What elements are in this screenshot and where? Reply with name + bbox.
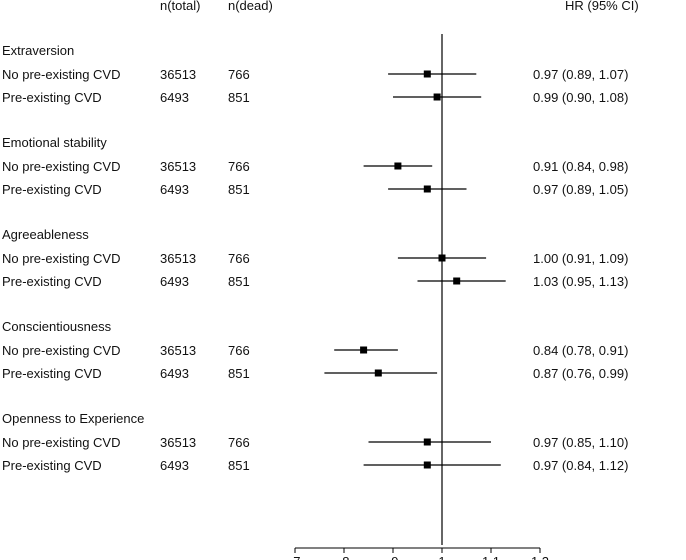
group-title: Agreeableness [2,227,89,242]
header-n-dead: n(dead) [228,0,273,13]
n-total-value: 6493 [160,458,189,473]
x-tick-label: .7 [290,554,301,560]
hr-ci-value: 1.03 (0.95, 1.13) [533,274,628,289]
n-dead-value: 766 [228,435,250,450]
x-tick-label: 1.2 [531,554,549,560]
hr-ci-value: 0.91 (0.84, 0.98) [533,159,628,174]
n-total-value: 36513 [160,67,196,82]
forest-rows: Extraversion No pre-existing CVD 36513 766 0… [2,43,628,473]
n-total-value: 36513 [160,343,196,358]
point-estimate [423,185,431,193]
hr-ci-value: 0.97 (0.84, 1.12) [533,458,628,473]
n-dead-value: 766 [228,67,250,82]
point-estimate [423,438,431,446]
header-n-total: n(total) [160,0,200,13]
n-total-value: 36513 [160,251,196,266]
row-label: No pre-existing CVD [2,67,121,82]
row-label: Pre-existing CVD [2,182,102,197]
point-estimate [423,461,431,469]
point-estimate [374,369,382,377]
column-headers: n(total) n(dead) HR (95% CI) [160,0,639,13]
row-label: No pre-existing CVD [2,343,121,358]
n-dead-value: 766 [228,343,250,358]
n-total-value: 36513 [160,159,196,174]
n-total-value: 6493 [160,274,189,289]
point-estimate [423,70,431,78]
n-total-value: 6493 [160,366,189,381]
n-total-value: 6493 [160,182,189,197]
x-tick-label: .8 [339,554,350,560]
n-total-value: 6493 [160,90,189,105]
point-estimate [394,162,402,170]
row-label: No pre-existing CVD [2,435,121,450]
row-label: No pre-existing CVD [2,251,121,266]
x-axis: .7 .8 .9 1 1.1 1.2 [290,547,549,560]
x-tick-label: .9 [388,554,399,560]
n-dead-value: 851 [228,458,250,473]
row-label: Pre-existing CVD [2,274,102,289]
n-dead-value: 851 [228,366,250,381]
group-title: Openness to Experience [2,411,144,426]
hr-ci-value: 0.97 (0.89, 1.05) [533,182,628,197]
hr-ci-value: 0.97 (0.85, 1.10) [533,435,628,450]
n-dead-value: 851 [228,274,250,289]
group-title: Extraversion [2,43,74,58]
group-title: Emotional stability [2,135,107,150]
group-title: Conscientiousness [2,319,112,334]
x-tick-label: 1 [438,554,445,560]
point-estimate [433,93,441,101]
n-dead-value: 851 [228,182,250,197]
n-total-value: 36513 [160,435,196,450]
hr-ci-value: 0.84 (0.78, 0.91) [533,343,628,358]
point-estimate [438,254,446,262]
hr-ci-value: 0.99 (0.90, 1.08) [533,90,628,105]
point-estimate [360,346,368,354]
point-estimate [453,277,461,285]
n-dead-value: 766 [228,159,250,174]
n-dead-value: 851 [228,90,250,105]
hr-ci-value: 0.87 (0.76, 0.99) [533,366,628,381]
row-label: Pre-existing CVD [2,90,102,105]
hr-ci-value: 1.00 (0.91, 1.09) [533,251,628,266]
row-label: Pre-existing CVD [2,458,102,473]
header-hr-ci: HR (95% CI) [565,0,639,13]
hr-ci-value: 0.97 (0.89, 1.07) [533,67,628,82]
row-label: No pre-existing CVD [2,159,121,174]
row-label: Pre-existing CVD [2,366,102,381]
x-tick-label: 1.1 [482,554,500,560]
n-dead-value: 766 [228,251,250,266]
